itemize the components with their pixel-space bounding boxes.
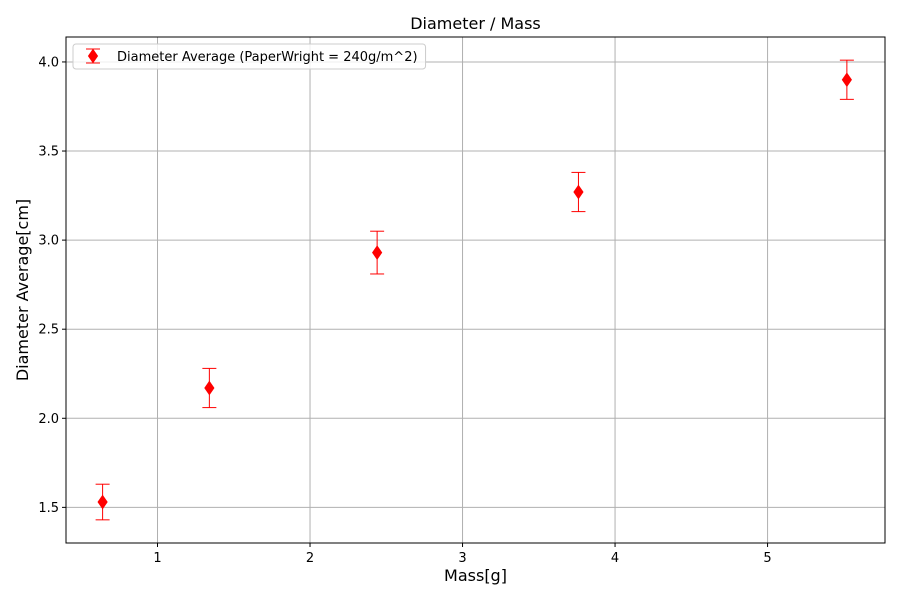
y-tick-label: 2.5 xyxy=(38,323,59,338)
x-tick-label: 4 xyxy=(611,551,619,566)
ticks: 1 2 3 4 5 1.5 2.0 2.5 3.0 3.5 4.0 xyxy=(38,55,771,566)
legend-box xyxy=(72,43,427,70)
legend: Diameter Average (PaperWright = 240g/m^2… xyxy=(72,43,427,70)
data-point xyxy=(372,245,383,260)
data-point xyxy=(97,494,108,510)
chart-title: Diameter / Mass xyxy=(410,14,541,33)
data-point xyxy=(204,380,215,396)
data-layer xyxy=(95,59,854,521)
y-tick-label: 1.5 xyxy=(38,501,59,516)
x-tick-label: 5 xyxy=(763,551,771,566)
legend-marker-diamond xyxy=(87,48,99,64)
y-axis-label: Diameter Average[cm] xyxy=(13,199,32,381)
x-tick-label: 1 xyxy=(153,551,161,566)
y-tick-label: 3.5 xyxy=(38,145,59,160)
data-point xyxy=(573,184,584,200)
legend-entry-label: Diameter Average (PaperWright = 240g/m^2… xyxy=(117,50,418,65)
data-point xyxy=(841,72,852,88)
y-tick-label: 4.0 xyxy=(38,55,59,70)
x-tick-label: 3 xyxy=(458,551,466,566)
y-tick-label: 3.0 xyxy=(38,234,59,249)
legend-marker xyxy=(86,48,100,64)
y-tick-label: 2.0 xyxy=(38,412,59,427)
plot-frame xyxy=(65,36,886,544)
x-tick-label: 2 xyxy=(306,551,314,566)
x-axis-label: Mass[g] xyxy=(444,566,507,585)
